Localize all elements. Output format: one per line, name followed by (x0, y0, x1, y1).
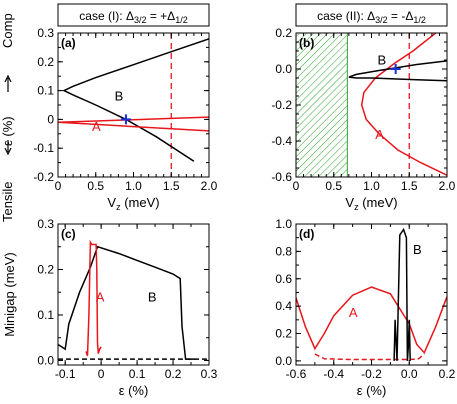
panel-letter: (d) (299, 227, 314, 241)
series-line-A (360, 33, 447, 176)
y-tick-label: 0.2 (37, 262, 54, 276)
x-tick-label: 1.5 (163, 179, 180, 193)
y-tick-label: 0.8 (275, 244, 292, 258)
x-axis-label: Vz (meV) (345, 195, 397, 212)
x-tick-label: 0 (55, 179, 62, 193)
y-tick-label: 0.3 (37, 26, 54, 40)
series-line-A (296, 286, 447, 355)
x-tick-label: 0.5 (325, 179, 342, 193)
x-tick-label: 0.2 (439, 367, 456, 381)
x-tick-label: 0 (98, 367, 105, 381)
y-tick-label: -0.2 (33, 170, 54, 184)
y-tick-label: 0.3 (37, 217, 54, 231)
y-tick-label: -0.2 (271, 98, 292, 112)
y-tick-label: 0.1 (37, 308, 54, 322)
strain-axis-label: ε (%) (0, 116, 15, 146)
forbidden-region-hatch (296, 33, 348, 177)
x-tick-label: 0.3 (201, 367, 218, 381)
series-line-B (62, 38, 209, 162)
x-tick-label: 1.0 (125, 179, 142, 193)
tensile-label: Tensile (0, 182, 15, 222)
crossing-point-marker (120, 114, 131, 125)
curve-label-B: B (115, 89, 124, 104)
arrow-up-icon (4, 74, 12, 83)
y-tick-label: 1.0 (275, 217, 292, 231)
x-tick-label: -0.4 (323, 367, 344, 381)
y-tick-label: -0.1 (33, 141, 54, 155)
x-tick-label: -0.6 (286, 367, 307, 381)
y-tick-label: 0.0 (37, 353, 54, 367)
y-tick-label: 0.0 (275, 354, 292, 368)
y-tick-label: 0 (47, 112, 54, 126)
plot-area (296, 33, 447, 177)
curve-label-A: A (349, 305, 358, 320)
series-line-aux1 (314, 353, 425, 361)
comp-label: Comp (0, 13, 15, 48)
x-axis-label: ε (%) (357, 383, 387, 398)
plot-area (58, 33, 209, 177)
y-tick-label: -0.4 (271, 134, 292, 148)
curve-label-A: A (375, 127, 384, 142)
case-header-text: case (II): Δ3/2 = -Δ1/2 (317, 9, 426, 25)
x-axis-label: ε (%) (119, 383, 149, 398)
case-header-box (295, 3, 448, 27)
y-tick-label: 0.2 (37, 55, 54, 69)
x-tick-label: 0.2 (165, 367, 182, 381)
curve-label-B: B (413, 242, 422, 257)
y-tick-label: 0.4 (275, 299, 292, 313)
panel-c: -0.1 0 0.1 0.2 0.3 0.0 0.1 0.2 0.3 (c) A Bε (%) Mini… (2, 217, 218, 398)
series-line-aux2 (58, 121, 209, 132)
x-tick-label: 0 (293, 179, 300, 193)
series-line-B (393, 227, 411, 361)
x-tick-label: 0.1 (129, 367, 146, 381)
y-tick-label: 0.2 (275, 26, 292, 40)
curve-label-B: B (148, 289, 157, 304)
case-header-text: case (I): Δ3/2 = +Δ1/2 (79, 9, 187, 25)
y-tick-label: 0.1 (37, 84, 54, 98)
x-tick-label: 2.0 (201, 179, 218, 193)
y-tick-label: 0.2 (275, 327, 292, 341)
y-tick-label: -0.6 (271, 170, 292, 184)
x-tick-label: 2.0 (439, 179, 456, 193)
y-tick-label: 0.0 (275, 62, 292, 76)
case-header-box (57, 3, 210, 27)
y-tick-label: 0.6 (275, 272, 292, 286)
panel-letter: (a) (61, 36, 76, 50)
series-line-A (85, 239, 102, 357)
curve-label-A: A (96, 289, 105, 304)
series-line-B (348, 60, 447, 82)
crossing-point-marker (390, 64, 401, 74)
x-tick-label: 1.5 (401, 179, 418, 193)
plot-area (296, 227, 447, 361)
panel-a: 0 0.5 1.0 1.5 2.0 -0.2 -0.1 0 0.1 0.2 0.3 (a) BA Vz (… (33, 3, 218, 212)
strain-direction-label: Tensile ε (%) Comp (0, 13, 15, 222)
panel-d: -0.6 -0.4 -0.2 0.0 0.2 0.0 0.2 0.4 0.6 0.8 1.0 (d) B… (275, 217, 455, 398)
series-line-B (58, 245, 195, 360)
curve-label-A: A (92, 119, 101, 134)
series-line-A (58, 116, 209, 124)
x-tick-label: -0.2 (361, 367, 382, 381)
x-tick-label: 1.0 (363, 179, 380, 193)
arrow-down-icon (4, 147, 12, 156)
x-tick-label: 0.0 (401, 367, 418, 381)
panel-letter: (c) (61, 227, 76, 241)
panel-frame (57, 223, 210, 366)
panel-b: 0 0.5 1.0 1.5 2.0 -0.6 -0.4 -0.2 0.0 0.2 (b) B A Vz (… (271, 3, 456, 212)
panel-letter: (b) (299, 36, 314, 50)
x-axis-label: Vz (meV) (107, 195, 159, 212)
x-tick-label: 0.5 (87, 179, 104, 193)
x-tick-label: -0.1 (55, 367, 76, 381)
curve-label-B: B (378, 53, 387, 68)
y-axis-label: Minigap (meV) (2, 252, 17, 337)
plot-area (58, 239, 209, 360)
